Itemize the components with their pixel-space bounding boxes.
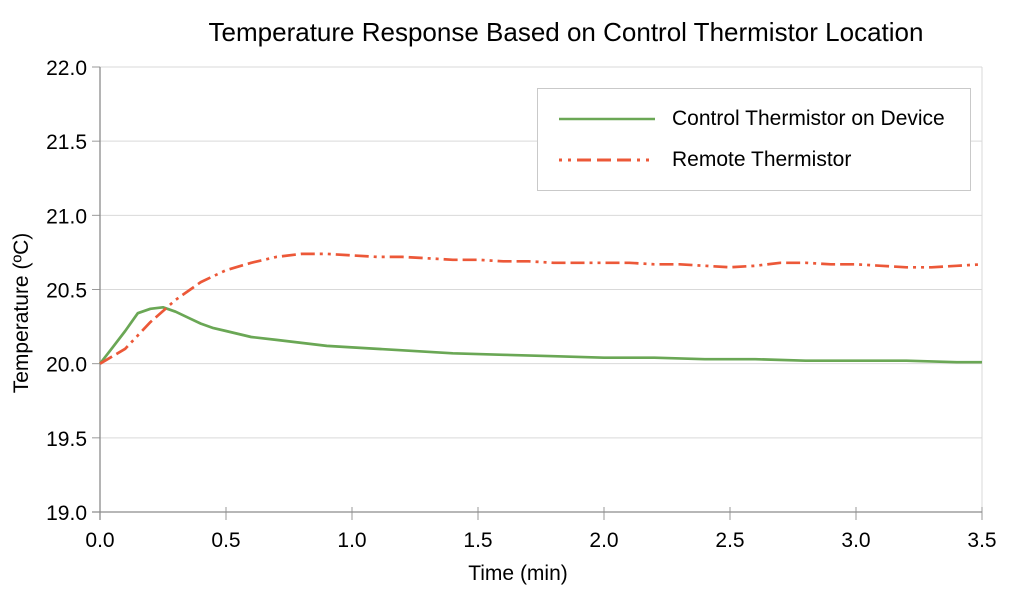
legend-label: Control Thermistor on Device xyxy=(672,106,945,130)
x-tick-label: 1.0 xyxy=(337,529,366,552)
x-tick-label: 2.5 xyxy=(715,529,744,552)
y-tick-label: 22.0 xyxy=(46,57,87,80)
x-tick-label: 3.0 xyxy=(841,529,870,552)
x-tick-label: 2.0 xyxy=(589,529,618,552)
x-tick-label: 3.5 xyxy=(967,529,996,552)
dash-dot-line-swatch-icon xyxy=(559,158,655,162)
series-line-1 xyxy=(99,252,983,365)
x-axis-label: Time (min) xyxy=(468,562,568,585)
legend-item-control-thermistor: Control Thermistor on Device xyxy=(538,107,970,131)
x-tick-label: 0.5 xyxy=(211,529,240,552)
legend: Control Thermistor on Device Remote Ther… xyxy=(537,88,971,191)
y-tick-label: 20.5 xyxy=(46,280,87,303)
y-tick-label: 19.0 xyxy=(46,502,87,525)
chart-title: Temperature Response Based on Control Th… xyxy=(208,17,924,47)
legend-label: Remote Thermistor xyxy=(672,148,852,172)
x-tick-label: 0.0 xyxy=(85,529,114,552)
y-tick-label: 21.0 xyxy=(46,205,87,228)
legend-item-remote-thermistor: Remote Thermistor xyxy=(538,148,970,172)
x-tick-label: 1.5 xyxy=(463,529,492,552)
solid-line-swatch-icon xyxy=(559,117,655,120)
series-line-0 xyxy=(98,305,982,365)
y-tick-label: 19.5 xyxy=(46,428,87,451)
y-tick-label: 21.5 xyxy=(46,131,87,154)
y-tick-label: 20.0 xyxy=(46,354,87,377)
